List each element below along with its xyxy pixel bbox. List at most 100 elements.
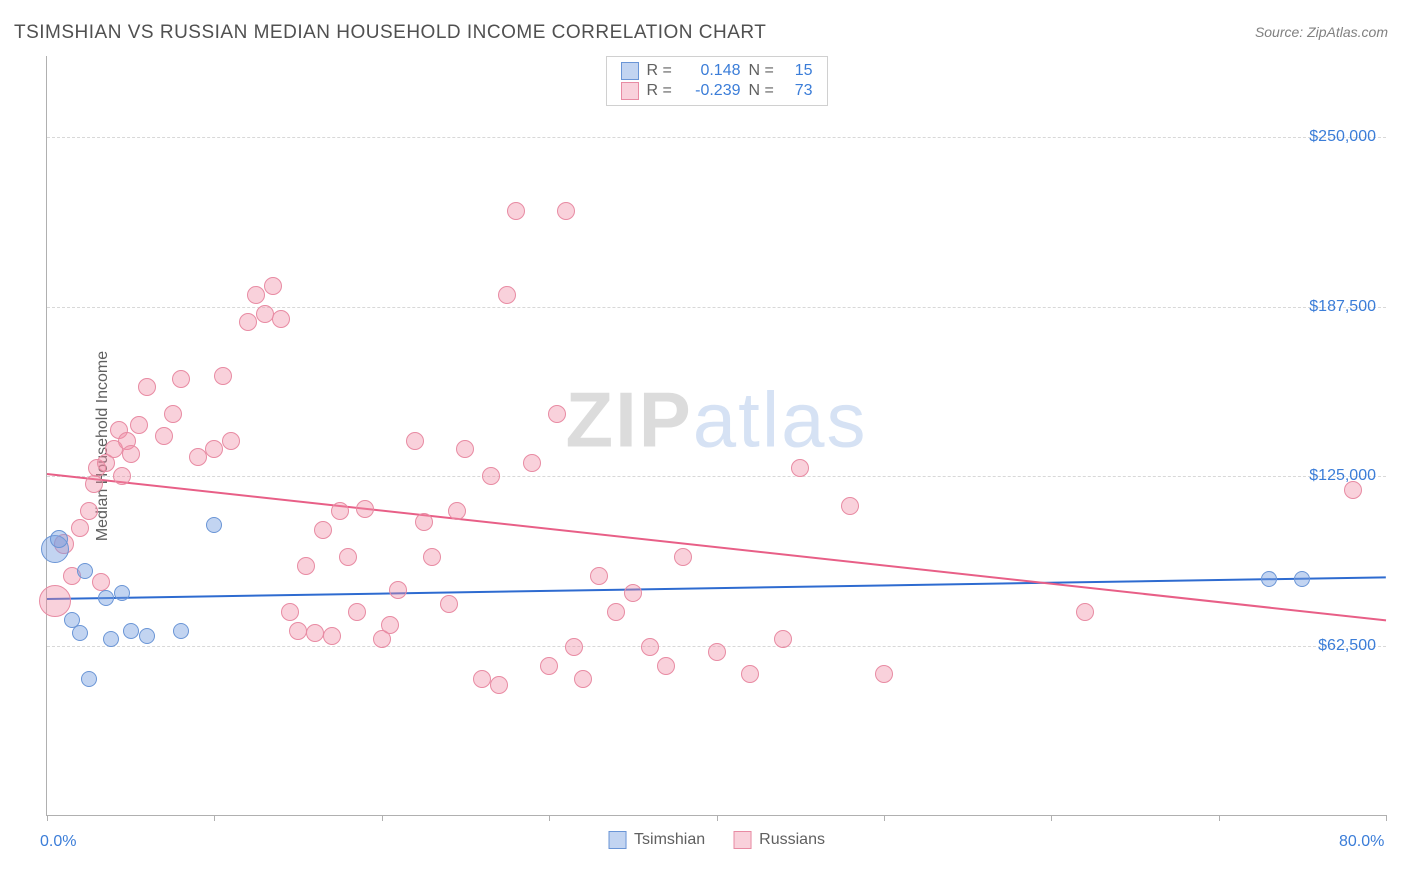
data-point <box>122 445 140 463</box>
data-point <box>77 563 93 579</box>
stat-r-value: 0.148 <box>681 62 741 80</box>
legend-swatch <box>621 82 639 100</box>
data-point <box>490 676 508 694</box>
data-point <box>774 630 792 648</box>
data-point <box>624 584 642 602</box>
x-tick <box>214 815 215 821</box>
data-point <box>114 585 130 601</box>
data-point <box>415 513 433 531</box>
x-axis-max-label: 80.0% <box>1339 833 1384 851</box>
data-point <box>155 427 173 445</box>
data-point <box>239 313 257 331</box>
data-point <box>331 502 349 520</box>
x-tick <box>884 815 885 821</box>
data-point <box>72 625 88 641</box>
plot-area: ZIPatlas R =0.148N =15R =-0.239N =73 Tsi… <box>46 56 1386 816</box>
data-point <box>306 624 324 642</box>
data-point <box>272 310 290 328</box>
data-point <box>164 405 182 423</box>
data-point <box>1344 481 1362 499</box>
legend-item: Russians <box>733 831 825 849</box>
x-axis-min-label: 0.0% <box>40 833 76 851</box>
data-point <box>247 286 265 304</box>
data-point <box>172 370 190 388</box>
data-point <box>98 590 114 606</box>
data-point <box>741 665 759 683</box>
data-point <box>841 497 859 515</box>
data-point <box>103 631 119 647</box>
data-point <box>557 202 575 220</box>
data-point <box>548 405 566 423</box>
legend-swatch <box>621 62 639 80</box>
data-point <box>264 277 282 295</box>
data-point <box>71 519 89 537</box>
y-tick-label: $62,500 <box>1318 637 1376 655</box>
data-point <box>875 665 893 683</box>
watermark-atlas: atlas <box>693 376 868 464</box>
data-point <box>80 502 98 520</box>
legend: Tsimshian Russians <box>608 831 825 849</box>
data-point <box>356 500 374 518</box>
stat-n-label: N = <box>749 82 775 100</box>
legend-swatch <box>733 831 751 849</box>
data-point <box>92 573 110 591</box>
gridline <box>47 476 1386 477</box>
stat-n-label: N = <box>749 62 775 80</box>
x-tick <box>382 815 383 821</box>
data-point <box>138 378 156 396</box>
data-point <box>565 638 583 656</box>
x-tick <box>1386 815 1387 821</box>
data-point <box>473 670 491 688</box>
y-tick-label: $125,000 <box>1309 467 1376 485</box>
data-point <box>574 670 592 688</box>
stat-r-label: R = <box>647 82 673 100</box>
gridline <box>47 307 1386 308</box>
data-point <box>189 448 207 466</box>
data-point <box>50 530 68 548</box>
correlation-stats-box: R = 0.148 N = 15 R = -0.239 N = 73 <box>606 56 828 106</box>
data-point <box>381 616 399 634</box>
data-point <box>791 459 809 477</box>
watermark-zip: ZIP <box>565 376 692 464</box>
data-point <box>314 521 332 539</box>
legend-label: Tsimshian <box>634 831 705 849</box>
legend-swatch <box>608 831 626 849</box>
data-point <box>540 657 558 675</box>
stat-r-value: -0.239 <box>681 82 741 100</box>
x-tick <box>1051 815 1052 821</box>
x-tick <box>1219 815 1220 821</box>
stat-n-value: 73 <box>783 82 813 100</box>
source-label: Source: ZipAtlas.com <box>1255 24 1388 40</box>
data-point <box>1261 571 1277 587</box>
data-point <box>523 454 541 472</box>
chart-title: TSIMSHIAN VS RUSSIAN MEDIAN HOUSEHOLD IN… <box>14 22 766 44</box>
data-point <box>297 557 315 575</box>
gridline <box>47 137 1386 138</box>
data-point <box>708 643 726 661</box>
x-tick <box>717 815 718 821</box>
stat-r-label: R = <box>647 62 673 80</box>
data-point <box>222 432 240 450</box>
data-point <box>85 475 103 493</box>
data-point <box>1076 603 1094 621</box>
data-point <box>448 502 466 520</box>
data-point <box>205 440 223 458</box>
data-point <box>440 595 458 613</box>
data-point <box>641 638 659 656</box>
data-point <box>256 305 274 323</box>
stat-n-value: 15 <box>783 62 813 80</box>
data-point <box>607 603 625 621</box>
data-point <box>139 628 155 644</box>
legend-item: Tsimshian <box>608 831 705 849</box>
data-point <box>423 548 441 566</box>
y-tick-label: $250,000 <box>1309 128 1376 146</box>
data-point <box>507 202 525 220</box>
data-point <box>657 657 675 675</box>
x-tick <box>47 815 48 821</box>
data-point <box>81 671 97 687</box>
data-point <box>482 467 500 485</box>
data-point <box>123 623 139 639</box>
data-point <box>323 627 341 645</box>
data-point <box>130 416 148 434</box>
data-point <box>39 585 71 617</box>
